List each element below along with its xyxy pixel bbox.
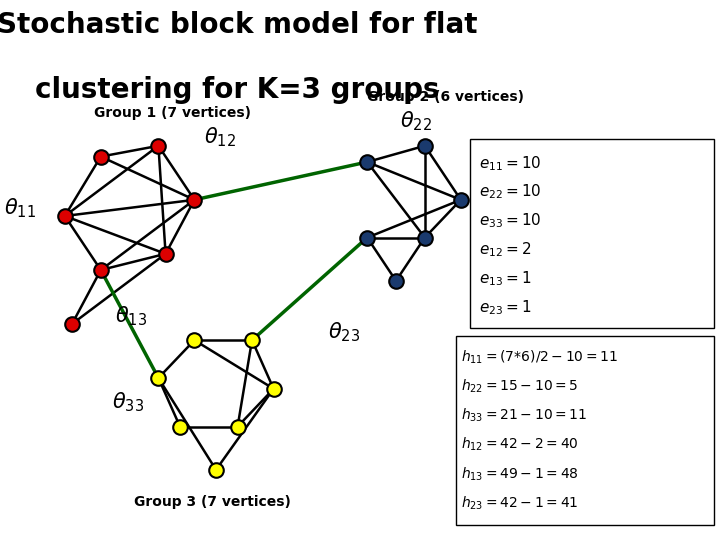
Point	[268, 384, 279, 393]
Text: $\theta_{11}$: $\theta_{11}$	[4, 196, 35, 220]
Point	[66, 320, 78, 328]
Text: $h_{33} = 21 - 10 = 11$: $h_{33} = 21 - 10 = 11$	[461, 407, 588, 424]
Text: Stochastic block model for flat: Stochastic block model for flat	[0, 11, 478, 39]
Point	[153, 141, 164, 150]
Point	[59, 212, 71, 220]
Text: Group 2 (6 vertices): Group 2 (6 vertices)	[367, 90, 524, 104]
Text: $e_{12} = 2$: $e_{12} = 2$	[479, 240, 531, 259]
Point	[390, 276, 402, 285]
Text: $e_{33} = 10$: $e_{33} = 10$	[479, 212, 541, 230]
Text: $\theta_{33}$: $\theta_{33}$	[112, 390, 144, 414]
FancyBboxPatch shape	[456, 336, 714, 525]
Point	[419, 141, 431, 150]
Point	[455, 195, 467, 204]
Point	[246, 336, 258, 345]
Text: $h_{11} = (7{*}6)/2 - 10 = 11$: $h_{11} = (7{*}6)/2 - 10 = 11$	[461, 348, 618, 366]
Point	[189, 195, 200, 204]
Text: $h_{23} = 42 - 1 = 41$: $h_{23} = 42 - 1 = 41$	[461, 495, 578, 512]
Text: $\theta_{22}$: $\theta_{22}$	[400, 110, 431, 133]
Text: $e_{11} = 10$: $e_{11} = 10$	[479, 154, 541, 173]
Text: $e_{22} = 10$: $e_{22} = 10$	[479, 183, 541, 201]
Point	[95, 152, 107, 161]
Text: $\theta_{23}$: $\theta_{23}$	[328, 320, 360, 344]
Point	[189, 336, 200, 345]
Text: $h_{22} = 15 - 10 = 5$: $h_{22} = 15 - 10 = 5$	[461, 377, 578, 395]
Text: $h_{12} = 42 - 2 = 40$: $h_{12} = 42 - 2 = 40$	[461, 436, 579, 454]
Text: $e_{13} = 1$: $e_{13} = 1$	[479, 269, 531, 288]
Text: $h_{13} = 49 - 1 = 48$: $h_{13} = 49 - 1 = 48$	[461, 465, 579, 483]
Text: $e_{23} = 1$: $e_{23} = 1$	[479, 298, 531, 316]
Text: $\theta_{12}$: $\theta_{12}$	[204, 126, 235, 150]
FancyBboxPatch shape	[470, 139, 714, 328]
Text: Group 1 (7 vertices): Group 1 (7 vertices)	[94, 106, 251, 120]
Point	[361, 158, 373, 166]
Point	[419, 233, 431, 242]
Point	[95, 266, 107, 274]
Point	[153, 374, 164, 382]
Text: clustering for K=3 groups: clustering for K=3 groups	[35, 76, 440, 104]
Point	[232, 422, 243, 431]
Point	[160, 249, 171, 258]
Text: $\theta_{13}$: $\theta_{13}$	[115, 304, 148, 328]
Point	[174, 422, 186, 431]
Point	[361, 233, 373, 242]
Text: Group 3 (7 vertices): Group 3 (7 vertices)	[134, 495, 291, 509]
Point	[210, 465, 222, 474]
